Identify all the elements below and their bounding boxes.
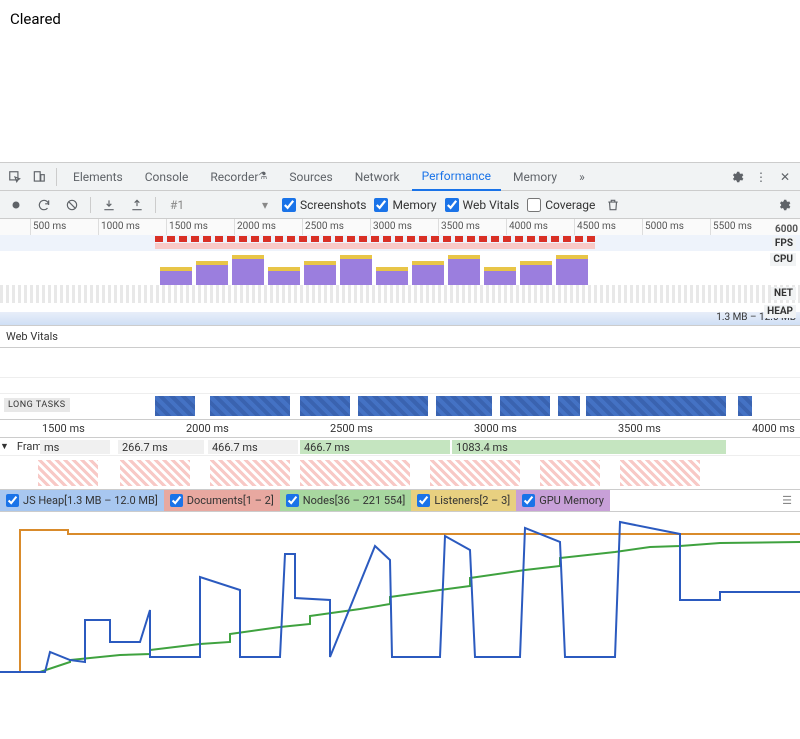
cpu-track: CPU: [0, 251, 800, 285]
chevron-down-icon: ▾: [262, 198, 268, 212]
ruler-tick: 2000 ms: [186, 422, 229, 435]
ruler-tick: 2500 ms: [330, 422, 373, 435]
frame-segment[interactable]: ms: [40, 440, 110, 454]
frame-thumbnails[interactable]: [0, 456, 800, 490]
inspect-icon[interactable]: [4, 166, 26, 188]
long-task-block[interactable]: [358, 396, 428, 416]
heap-track: 1.3 MB – 12.0 MB HEAP: [0, 303, 800, 325]
memory-legend: JS Heap[1.3 MB – 12.0 MB] Documents[1 – …: [0, 490, 800, 512]
flask-icon: ⚗: [258, 171, 267, 182]
long-task-block[interactable]: [586, 396, 726, 416]
legend-jsheap[interactable]: JS Heap[1.3 MB – 12.0 MB]: [0, 490, 164, 511]
long-task-block[interactable]: [500, 396, 550, 416]
separator: [56, 168, 57, 186]
frames-row[interactable]: ▼ Frames ms266.7 ms466.7 ms466.7 ms1083.…: [0, 438, 800, 456]
legend-listeners[interactable]: Listeners[2 – 3]: [411, 490, 516, 511]
ruler-tick: 1500 ms: [166, 219, 208, 235]
ruler-tick: 1500 ms: [42, 422, 85, 435]
memory-checkbox[interactable]: Memory: [374, 198, 436, 212]
reload-icon[interactable]: [34, 195, 54, 215]
ruler-end: 6000: [775, 224, 798, 235]
tab-recorder[interactable]: Recorder ⚗: [200, 163, 277, 191]
long-task-block[interactable]: [155, 396, 195, 416]
frame-segment[interactable]: 266.7 ms: [118, 440, 204, 454]
long-tasks-row[interactable]: LONG TASKS: [0, 394, 800, 420]
frame-segment[interactable]: 1083.4 ms: [452, 440, 726, 454]
ruler-tick: 500 ms: [30, 219, 66, 235]
legend-nodes[interactable]: Nodes[36 – 221 554]: [280, 490, 412, 511]
fps-red-markers: [155, 236, 595, 242]
memory-chart[interactable]: [0, 512, 800, 680]
net-track: NET: [0, 285, 800, 303]
long-task-block[interactable]: [738, 396, 752, 416]
ruler-tick: 3500 ms: [438, 219, 480, 235]
flamechart-ruler: 1500 ms 2000 ms 2500 ms 3000 ms 3500 ms 4000 …: [0, 420, 800, 438]
device-toggle-icon[interactable]: [28, 166, 50, 188]
separator: [90, 197, 91, 213]
webvitals-lane: [0, 348, 800, 378]
tab-more[interactable]: »: [569, 163, 595, 191]
long-task-block[interactable]: [210, 396, 290, 416]
close-icon[interactable]: ✕: [774, 166, 796, 188]
long-task-block[interactable]: [558, 396, 580, 416]
frame-segment[interactable]: 466.7 ms: [208, 440, 298, 454]
long-tasks-label: LONG TASKS: [4, 398, 70, 412]
load-icon[interactable]: [99, 195, 119, 215]
ruler-tick: 5000 ms: [642, 219, 684, 235]
overview-panel[interactable]: 6000 500 ms 1000 ms 1500 ms 2000 ms 2500 ms 3…: [0, 219, 800, 326]
record-icon[interactable]: [6, 195, 26, 215]
separator: [155, 197, 156, 213]
menu-icon[interactable]: ☰: [774, 494, 800, 507]
ruler-tick: 3000 ms: [474, 422, 517, 435]
legend-gpu[interactable]: GPU Memory: [516, 490, 610, 511]
long-task-block[interactable]: [300, 396, 350, 416]
net-label: NET: [771, 287, 796, 300]
ruler-tick: 2000 ms: [234, 219, 276, 235]
tab-elements[interactable]: Elements: [63, 163, 133, 191]
ruler-tick: 3500 ms: [618, 422, 661, 435]
legend-documents[interactable]: Documents[1 – 2]: [164, 490, 280, 511]
ruler-tick: 1000 ms: [98, 219, 140, 235]
screenshots-checkbox[interactable]: Screenshots: [282, 198, 366, 212]
tab-sources[interactable]: Sources: [279, 163, 342, 191]
ruler-tick: 2500 ms: [302, 219, 344, 235]
frame-segment[interactable]: 466.7 ms: [300, 440, 450, 454]
devtools-panel: Elements Console Recorder ⚗ Sources Netw…: [0, 162, 800, 680]
gear-icon[interactable]: [774, 195, 794, 215]
tab-performance[interactable]: Performance: [412, 163, 501, 191]
webvitals-checkbox[interactable]: Web Vitals: [445, 198, 520, 212]
tab-network[interactable]: Network: [345, 163, 410, 191]
long-task-block[interactable]: [436, 396, 492, 416]
ruler-tick: 4000 ms: [506, 219, 548, 235]
trash-icon[interactable]: [603, 195, 623, 215]
spacer-lane: [0, 378, 800, 394]
heap-label: HEAP: [764, 305, 796, 318]
ruler-tick: 4500 ms: [574, 219, 616, 235]
tab-console[interactable]: Console: [135, 163, 199, 191]
overview-ruler: 6000 500 ms 1000 ms 1500 ms 2000 ms 2500 ms 3…: [0, 219, 800, 235]
devtools-main-tabs: Elements Console Recorder ⚗ Sources Netw…: [0, 163, 800, 191]
fps-track: FPS: [0, 235, 800, 251]
cpu-label: CPU: [770, 253, 796, 266]
tab-memory[interactable]: Memory: [503, 163, 567, 191]
fps-label: FPS: [772, 237, 796, 250]
save-icon[interactable]: [127, 195, 147, 215]
ruler-tick: 4000 ms: [752, 422, 795, 435]
collapse-triangle-icon[interactable]: ▼: [0, 441, 9, 452]
performance-toolbar: #1▾ Screenshots Memory Web Vitals Covera…: [0, 191, 800, 219]
ruler-tick: 3000 ms: [370, 219, 412, 235]
webvitals-section[interactable]: Web Vitals: [0, 326, 800, 348]
cleared-label: Cleared: [10, 10, 790, 28]
coverage-checkbox[interactable]: Coverage: [527, 198, 595, 212]
page-top: Cleared: [0, 0, 800, 162]
kebab-icon[interactable]: ⋮: [750, 166, 772, 188]
clear-icon[interactable]: [62, 195, 82, 215]
recording-dropdown[interactable]: #1▾: [164, 196, 274, 214]
ruler-tick: 5500 ms: [710, 219, 752, 235]
gear-icon[interactable]: [726, 166, 748, 188]
